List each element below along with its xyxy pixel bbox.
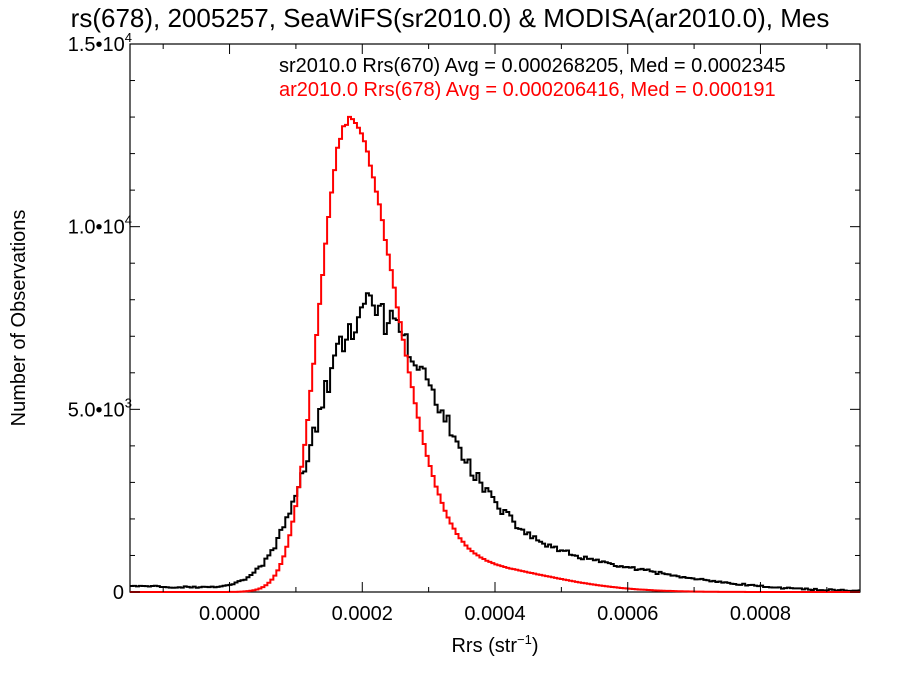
y-tick-label: 0 — [113, 582, 124, 604]
x-tick-label: 0.0008 — [730, 603, 791, 625]
plot-frame — [129, 43, 861, 593]
tick-layer: 0.0000 0.0002 0.0004 0.0006 0.0008 0 5.0•103 1.… — [68, 30, 860, 625]
x-axis-label-superscript: −1 — [517, 632, 532, 647]
x-tick-label: 0.0004 — [464, 603, 525, 625]
histogram-series-1 — [130, 115, 860, 593]
x-tick-label: 0.0002 — [332, 603, 393, 625]
legend-entry-ar2010: ar2010.0 Rrs(678) Avg = 0.000206416, Med… — [279, 79, 776, 101]
legend: sr2010.0 Rrs(670) Avg = 0.000268205, Med… — [279, 55, 786, 101]
x-axis-label-main: Rrs (str — [451, 635, 517, 657]
y-tick-label: 5.0•103 — [68, 395, 132, 421]
plot-area: 0.0000 0.0002 0.0004 0.0006 0.0008 0 5.0•103 1.… — [68, 30, 861, 625]
series-layer — [130, 115, 860, 593]
x-axis-label-close: ) — [532, 635, 539, 657]
y-axis-label: Number of Observations — [8, 210, 30, 427]
x-axis-label: Rrs (str−1) — [451, 632, 538, 657]
y-tick-label: 1.0•104 — [68, 213, 132, 239]
x-tick-label: 0.0006 — [597, 603, 658, 625]
chart-title: rs(678), 2005257, SeaWiFS(sr2010.0) & MO… — [71, 3, 830, 33]
legend-entry-sr2010: sr2010.0 Rrs(670) Avg = 0.000268205, Med… — [279, 55, 786, 77]
y-tick-label: 1.5•104 — [68, 30, 132, 56]
histogram-series-0 — [130, 292, 860, 592]
x-tick-label: 0.0000 — [199, 603, 260, 625]
